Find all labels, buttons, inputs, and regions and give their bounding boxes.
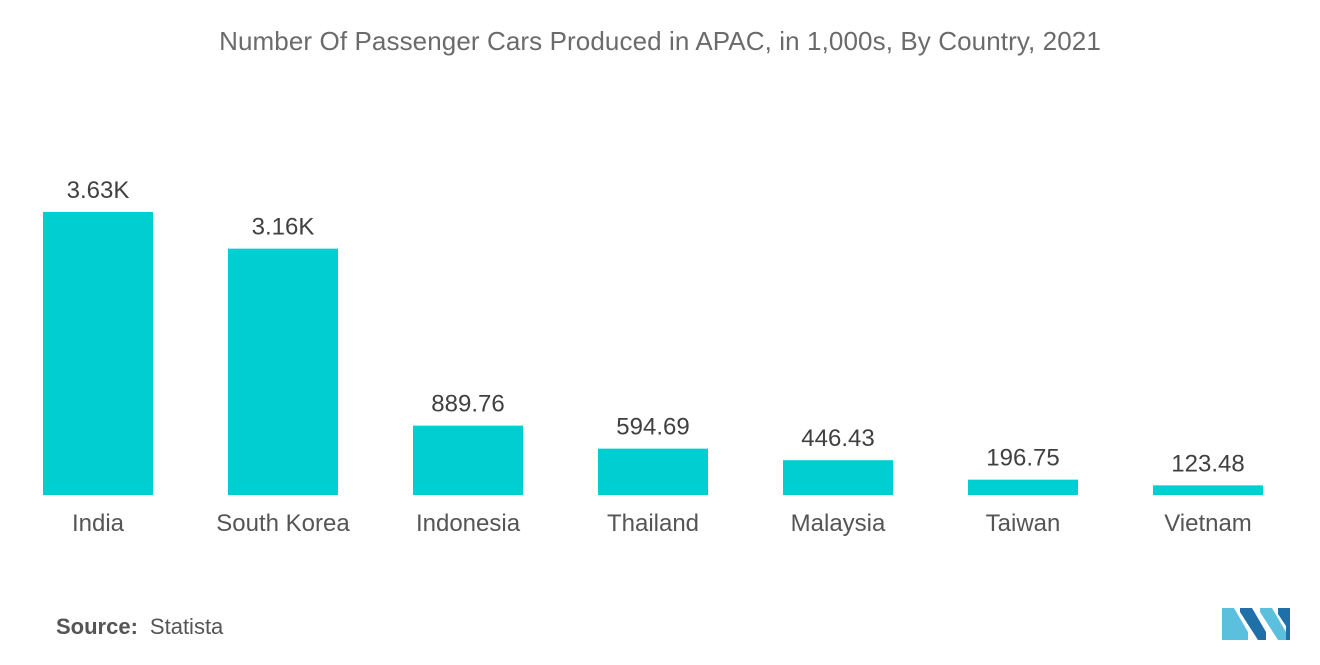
bar-vietnam — [1153, 485, 1263, 495]
bar-malaysia — [783, 460, 893, 495]
data-label-south-korea: 3.16K — [252, 214, 315, 241]
mordor-intelligence-logo-icon — [1222, 608, 1290, 640]
category-label-south-korea: South Korea — [216, 510, 350, 537]
bar-indonesia — [413, 425, 523, 495]
source-label: Source: — [56, 614, 138, 639]
category-label-india: India — [72, 510, 125, 537]
source-note: Source: Statista — [56, 614, 223, 640]
data-label-malaysia: 446.43 — [801, 425, 874, 452]
bar-thailand — [598, 448, 708, 495]
source-value: Statista — [149, 614, 224, 639]
bar-india — [43, 212, 153, 495]
data-label-taiwan: 196.75 — [986, 445, 1059, 472]
category-label-vietnam: Vietnam — [1164, 510, 1252, 537]
data-label-india: 3.63K — [67, 177, 130, 204]
category-label-thailand: Thailand — [607, 510, 699, 537]
category-label-malaysia: Malaysia — [791, 510, 886, 537]
category-label-indonesia: Indonesia — [416, 510, 521, 537]
data-label-indonesia: 889.76 — [431, 391, 504, 418]
bar-taiwan — [968, 479, 1078, 495]
category-label-taiwan: Taiwan — [986, 510, 1061, 537]
data-label-vietnam: 123.48 — [1171, 450, 1244, 477]
data-label-thailand: 594.69 — [616, 414, 689, 441]
chart-title: Number Of Passenger Cars Produced in APA… — [219, 26, 1101, 56]
bar-south-korea — [228, 248, 338, 495]
bar-chart: 3.63K India 3.16K South Korea 889.76 Indonesi… — [43, 177, 1263, 537]
